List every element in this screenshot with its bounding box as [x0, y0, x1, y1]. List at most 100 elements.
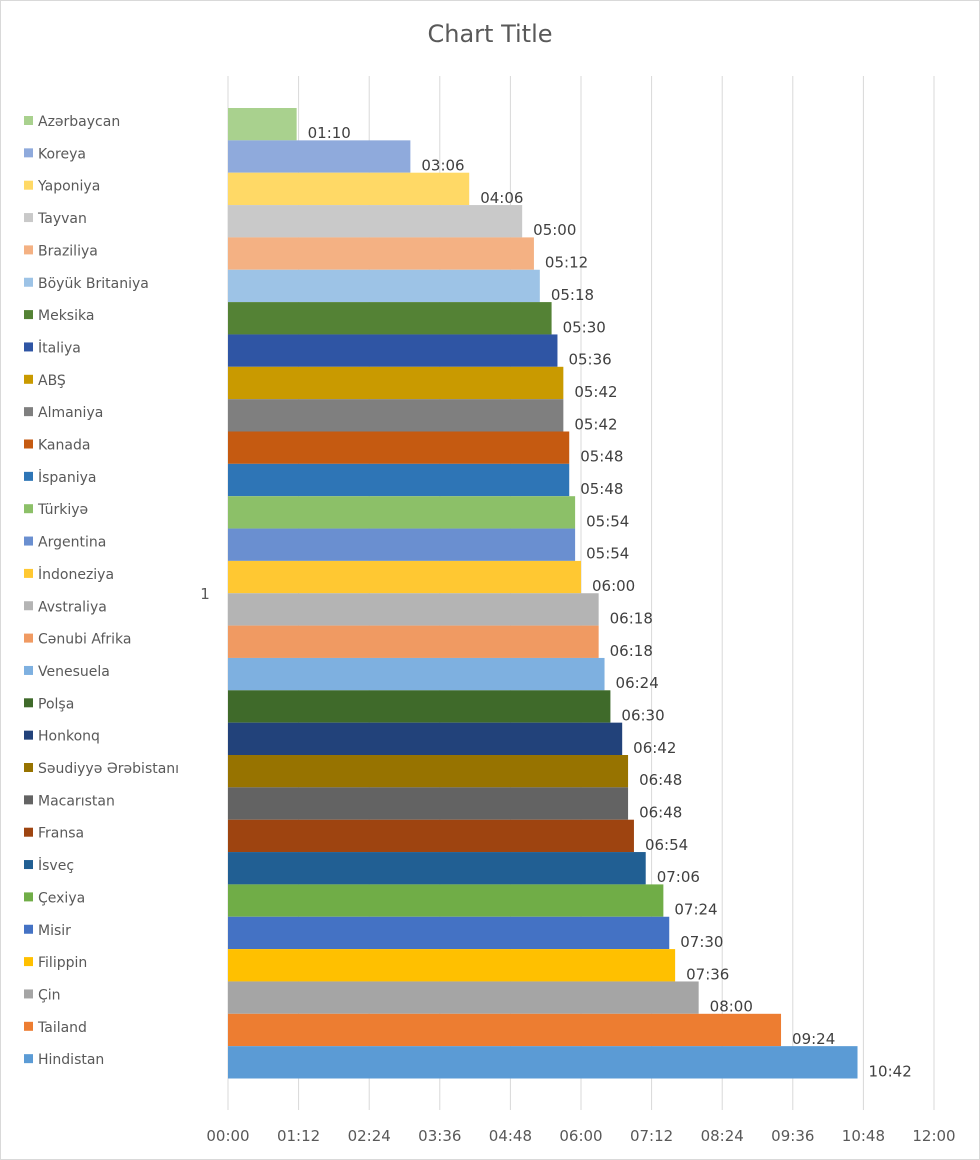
legend-entry: İsveç [38, 856, 74, 874]
legend-swatch [24, 439, 33, 449]
legend-swatch [24, 1054, 33, 1064]
bar [228, 755, 629, 788]
legend-swatch [24, 633, 33, 643]
legend-entry: Fransa [38, 826, 84, 842]
bar [228, 1046, 858, 1079]
legend-entry: Almaniya [38, 405, 103, 421]
data-label: 04:06 [480, 189, 523, 207]
legend-entry: Tailand [37, 1020, 87, 1036]
legend-entry: Kanada [38, 438, 90, 454]
data-label: 05:12 [545, 254, 588, 272]
bar [228, 852, 646, 885]
legend-entry: İtaliya [38, 338, 81, 356]
data-label: 06:48 [639, 804, 682, 822]
legend-swatch [24, 665, 33, 675]
data-label: 07:24 [674, 901, 717, 919]
data-label: 05:18 [551, 286, 594, 304]
data-label: 06:42 [633, 739, 676, 757]
legend-swatch [24, 245, 33, 255]
legend-entry: Avstraliya [38, 599, 107, 615]
legend-swatch [24, 568, 33, 578]
bar [228, 366, 564, 400]
data-label: 06:54 [645, 836, 688, 854]
legend-entry: Səudiyyə Ərəbistanı [38, 761, 179, 777]
bar [228, 819, 634, 853]
legend-entry: Meksika [38, 308, 94, 324]
legend-entry: Misir [38, 923, 71, 939]
legend-swatch [24, 407, 33, 417]
legend-swatch [24, 310, 33, 320]
data-label: 01:10 [308, 124, 351, 142]
legend-swatch [24, 180, 33, 190]
legend-entry: ABŞ [38, 373, 66, 389]
x-tick-label: 00:00 [206, 1127, 249, 1145]
data-label: 05:54 [586, 512, 629, 530]
legend-swatch [24, 504, 33, 514]
legend-entry: Argentina [38, 535, 106, 551]
legend-swatch [24, 1021, 33, 1031]
data-label: 07:30 [680, 933, 723, 951]
data-label: 06:30 [621, 706, 664, 724]
data-label: 06:18 [610, 609, 653, 627]
legend-swatch [24, 827, 33, 837]
legend-swatch [24, 698, 33, 708]
bar [228, 1013, 782, 1047]
x-tick-label: 09:36 [771, 1127, 814, 1145]
legend-entry: Hindistan [38, 1052, 104, 1068]
bar [228, 981, 699, 1014]
bar [228, 593, 599, 626]
bar [228, 302, 552, 335]
legend-entry: Filippin [38, 955, 87, 971]
bar [228, 657, 605, 691]
bar [228, 916, 670, 950]
legend-swatch [24, 213, 33, 223]
legend-entry: Tayvan [37, 211, 87, 227]
x-tick-label: 06:00 [559, 1127, 602, 1145]
bar [228, 334, 558, 367]
bar [228, 625, 599, 658]
x-tick-label: 03:36 [418, 1127, 461, 1145]
legend-entry: Polşa [38, 696, 74, 712]
legend-entry: Türkiyə [37, 502, 88, 518]
category-label: 1 [200, 585, 210, 603]
bar [228, 399, 564, 432]
x-tick-label: 12:00 [912, 1127, 955, 1145]
legend-entry: İspaniya [38, 468, 97, 486]
bar [228, 108, 297, 141]
legend-entry: Yaponiya [37, 179, 100, 195]
bar [228, 463, 570, 497]
bar [228, 722, 623, 755]
legend-swatch [24, 342, 33, 352]
legend-entry: Cənubi Afrika [38, 632, 131, 648]
legend-entry: Venesuela [38, 664, 110, 680]
legend-entry: Macarıstan [38, 793, 115, 809]
data-label: 05:36 [568, 351, 611, 369]
bar [228, 172, 470, 206]
legend-entry: Braziliya [38, 243, 98, 259]
bar [228, 787, 629, 820]
data-label: 06:24 [616, 674, 659, 692]
legend-entry: Koreya [38, 146, 86, 162]
legend-entry: Azərbaycan [38, 114, 120, 130]
bar [228, 949, 676, 982]
legend-entry: İndoneziya [38, 565, 114, 583]
legend-swatch [24, 374, 33, 384]
legend-swatch [24, 148, 33, 158]
x-tick-label: 08:24 [701, 1127, 744, 1145]
legend-swatch [24, 795, 33, 805]
data-label: 06:00 [592, 577, 635, 595]
legend-entry: Honkonq [38, 729, 100, 745]
bar [228, 269, 540, 303]
data-label: 05:48 [580, 480, 623, 498]
legend-entry: Çin [38, 987, 61, 1003]
bar [228, 237, 534, 270]
bar [228, 431, 570, 464]
data-label: 05:00 [533, 221, 576, 239]
bar [228, 496, 576, 529]
legend-swatch [24, 860, 33, 870]
data-label: 10:42 [869, 1062, 912, 1080]
data-label: 06:48 [639, 771, 682, 789]
legend-swatch [24, 116, 33, 125]
data-label: 06:18 [610, 642, 653, 660]
